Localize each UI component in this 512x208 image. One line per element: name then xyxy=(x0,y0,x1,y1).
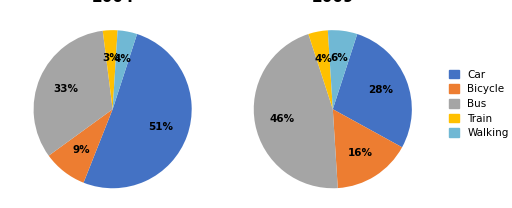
Legend: Car, Bicycle, Bus, Train, Walking: Car, Bicycle, Bus, Train, Walking xyxy=(446,68,511,140)
Text: 51%: 51% xyxy=(148,122,174,132)
Text: 4%: 4% xyxy=(113,54,131,64)
Wedge shape xyxy=(328,30,357,109)
Text: 4%: 4% xyxy=(314,54,332,64)
Wedge shape xyxy=(103,30,118,109)
Text: 28%: 28% xyxy=(368,85,393,95)
Text: 33%: 33% xyxy=(53,84,78,94)
Text: 16%: 16% xyxy=(348,148,373,158)
Wedge shape xyxy=(49,109,113,183)
Title: 2004: 2004 xyxy=(91,0,134,5)
Wedge shape xyxy=(254,34,338,188)
Wedge shape xyxy=(308,30,333,109)
Text: 46%: 46% xyxy=(270,114,295,124)
Text: 6%: 6% xyxy=(330,53,348,63)
Text: 3%: 3% xyxy=(102,53,120,63)
Wedge shape xyxy=(333,34,412,147)
Text: 9%: 9% xyxy=(72,145,90,155)
Wedge shape xyxy=(113,30,137,109)
Wedge shape xyxy=(34,31,113,156)
Title: 2009: 2009 xyxy=(311,0,354,5)
Wedge shape xyxy=(83,34,191,188)
Wedge shape xyxy=(333,109,402,188)
